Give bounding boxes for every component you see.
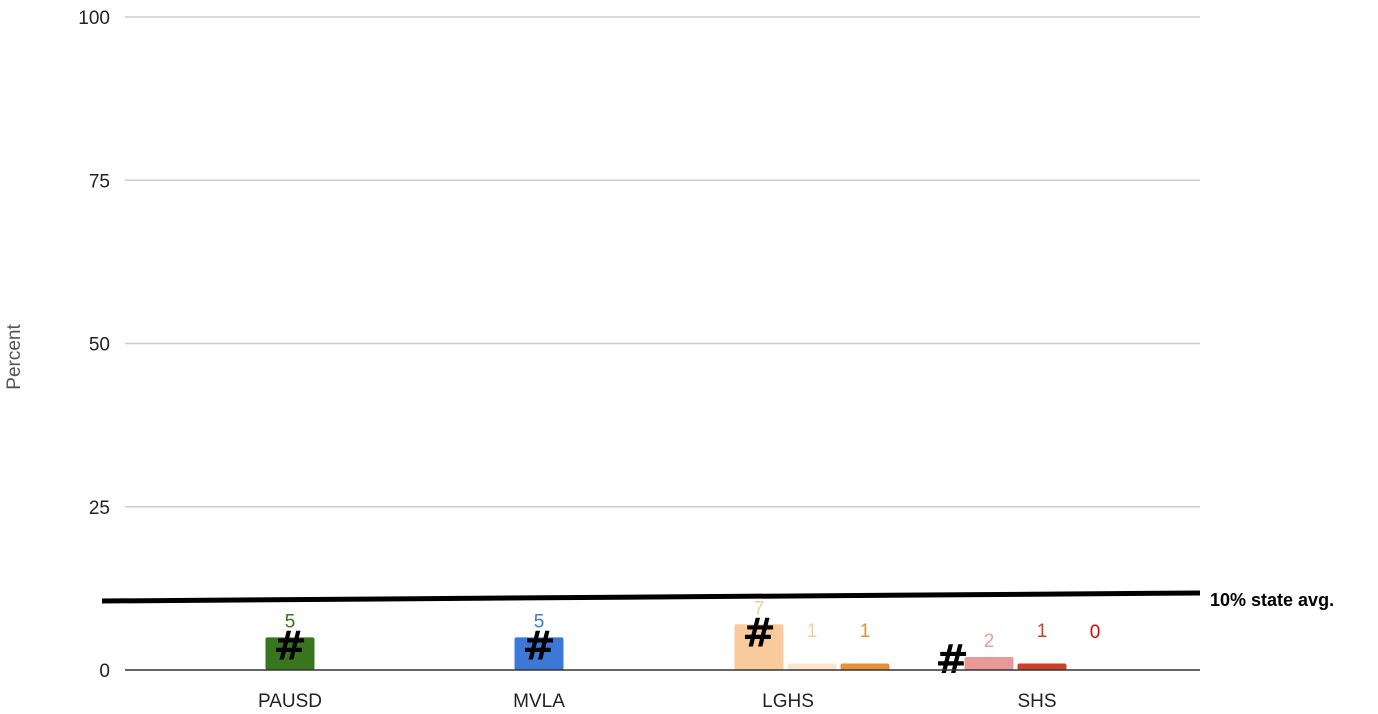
bar-value-label: 1 <box>860 621 871 642</box>
hash-marker: # <box>522 623 556 669</box>
bar-value-label: 1 <box>807 621 818 642</box>
bar-value-label: 5 <box>534 611 545 632</box>
bars <box>265 624 1067 670</box>
bar <box>787 663 837 670</box>
x-tick-label: MVLA <box>513 691 565 712</box>
data-labels: 5 5 7 1 1 2 1 0 <box>285 598 1101 652</box>
hash-marker: # <box>273 623 307 669</box>
bar-value-label: 5 <box>285 611 296 632</box>
x-tick-label: LGHS <box>762 691 814 712</box>
hash-marker: # <box>935 637 969 683</box>
bar-value-label: 0 <box>1090 622 1101 643</box>
bar-value-label: 1 <box>1037 621 1048 642</box>
bar <box>840 663 890 670</box>
bar-value-label: 7 <box>754 598 765 619</box>
y-tick-label: 100 <box>78 8 110 29</box>
y-axis-label: Percent <box>4 324 25 390</box>
bar <box>734 624 784 670</box>
state-average-label: 10% state avg. <box>1210 590 1334 610</box>
bar <box>964 656 1014 670</box>
state-average-line <box>101 590 1201 604</box>
gridlines <box>125 16 1200 508</box>
bar-value-label: 2 <box>984 631 995 652</box>
hash-markers: # # # # <box>273 610 969 683</box>
x-tick-label: SHS <box>1017 691 1056 712</box>
x-axis-ticks: PAUSD MVLA LGHS SHS <box>258 691 1057 712</box>
hash-marker: # <box>742 610 776 656</box>
bar <box>1017 663 1067 670</box>
y-tick-label: 75 <box>89 171 110 192</box>
y-tick-label: 50 <box>89 335 110 356</box>
y-tick-label: 25 <box>89 498 110 519</box>
bar <box>265 637 315 670</box>
x-tick-label: PAUSD <box>258 691 322 712</box>
y-tick-label: 0 <box>99 661 110 682</box>
y-axis-ticks: 0 25 50 75 100 <box>78 8 110 682</box>
bar <box>514 637 564 670</box>
